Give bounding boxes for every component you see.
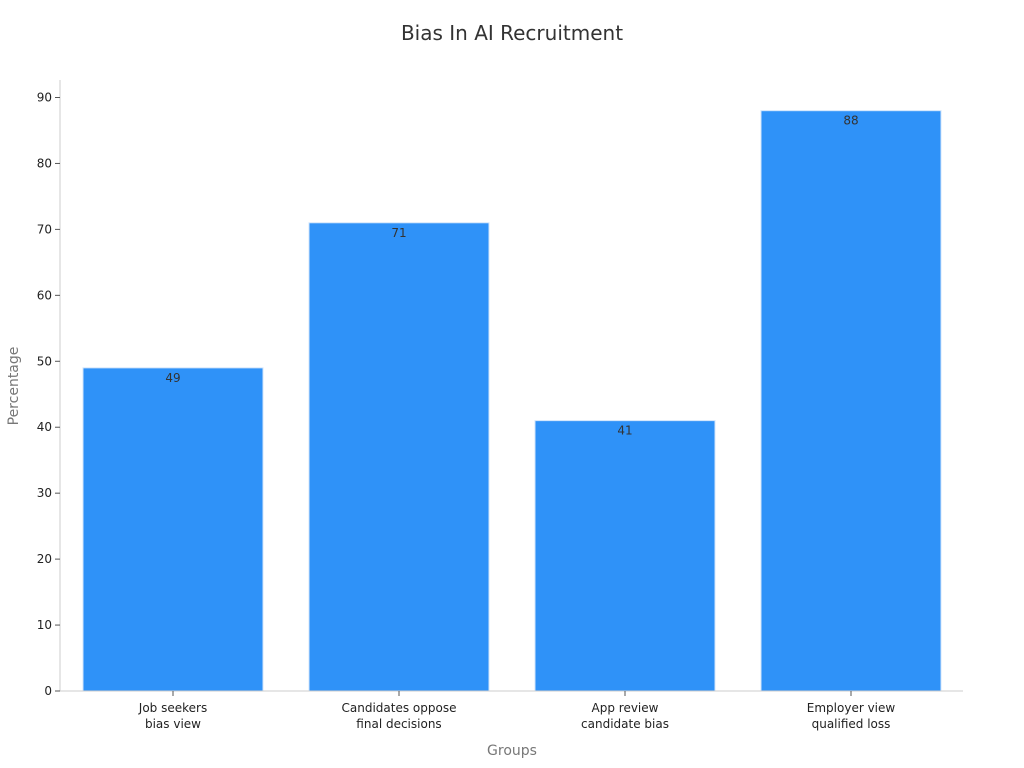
y-tick-label: 90 (37, 91, 52, 105)
y-tick-label: 70 (37, 222, 52, 236)
x-ticks-layer: Job seekers bias view Candidates oppose fin… (138, 691, 896, 731)
bars-layer (82, 110, 942, 692)
bar (82, 367, 264, 692)
x-tick-label-line: candidate bias (581, 717, 669, 731)
x-tick-label-line: bias view (145, 717, 201, 731)
x-tick-label-line: qualified loss (812, 717, 891, 731)
y-axis-label: Percentage (6, 347, 22, 426)
x-tick-label: Candidates oppose final decisions (342, 701, 457, 731)
bar (308, 222, 490, 692)
bar (760, 110, 942, 692)
y-tick-label: 10 (37, 618, 52, 632)
x-tick-label-line: Job seekers (138, 701, 207, 715)
x-tick-label-line: Candidates oppose (342, 701, 457, 715)
x-axis-label: Groups (487, 743, 537, 759)
bar-value-label: 88 (843, 114, 858, 128)
x-tick-label: Job seekers bias view (138, 701, 207, 731)
bar-value-label: 49 (165, 371, 180, 385)
bar-value-label: 41 (617, 424, 632, 438)
bar (534, 420, 716, 692)
x-tick-label: App review candidate bias (581, 701, 669, 731)
chart-title: Bias In AI Recruitment (401, 21, 623, 45)
y-tick-label: 80 (37, 156, 52, 170)
y-tick-label: 20 (37, 552, 52, 566)
x-tick-label: Employer view qualified loss (807, 701, 896, 731)
y-tick-label: 60 (37, 288, 52, 302)
y-tick-label: 30 (37, 486, 52, 500)
bar-value-label: 71 (391, 226, 406, 240)
y-tick-label: 50 (37, 354, 52, 368)
x-tick-label-line: App review (592, 701, 659, 715)
y-tick-label: 0 (44, 684, 52, 698)
x-tick-label-line: Employer view (807, 701, 896, 715)
y-ticks-layer: 0 10 20 30 40 50 60 70 80 90 (37, 91, 60, 698)
y-tick-label: 40 (37, 420, 52, 434)
data-labels-layer: 49 71 41 88 (165, 114, 858, 438)
x-tick-label-line: final decisions (356, 717, 441, 731)
